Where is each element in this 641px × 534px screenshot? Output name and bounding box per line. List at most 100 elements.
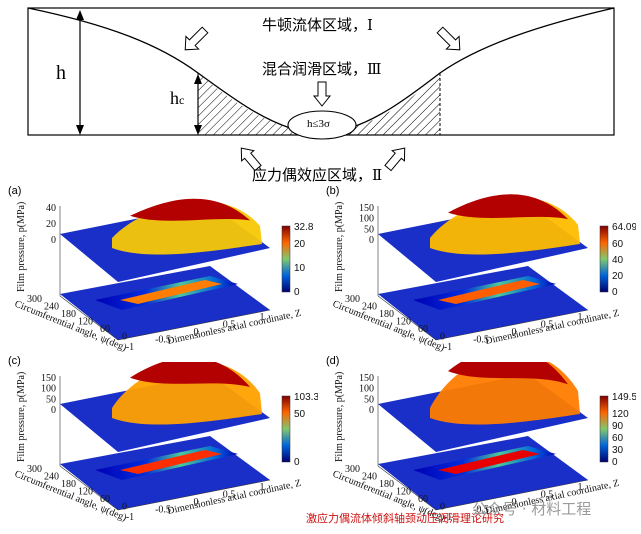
y-tick-label: 240 (44, 302, 59, 313)
z-axis-label: Film pressure, p(MPa) (334, 202, 345, 292)
colorbar-tick-label: 0 (612, 457, 618, 468)
z-tick-label: 150 (359, 373, 374, 384)
x-tick-label: 0.5 (541, 320, 554, 331)
z-tick-label: 100 (359, 384, 374, 395)
pressure-map-core (120, 450, 222, 474)
z-tick-label: 150 (359, 203, 374, 214)
y-tick-label: 120 (78, 487, 93, 498)
x-tick-label: 1 (578, 312, 583, 323)
x-tick-label: -1 (126, 512, 134, 523)
colorbar (599, 225, 609, 293)
pressure-peak (448, 194, 568, 220)
colorbar-tick-label: 60 (612, 239, 624, 250)
colorbar-tick-label: 40 (612, 255, 624, 266)
arrow-top-left (184, 26, 209, 51)
panel-c-tag: (c) (8, 355, 21, 367)
x-tick-label: -0.5 (155, 505, 171, 516)
z-tick-label: 0 (51, 405, 56, 416)
pressure-peak (448, 362, 568, 385)
y-tick-label: 300 (27, 464, 42, 475)
y-tick-label: 120 (78, 317, 93, 328)
y-tick-label: 0 (122, 502, 127, 513)
z-tick-label: 50 (364, 224, 374, 235)
y-tick-label: 180 (379, 309, 394, 320)
region-1-label: 牛顿流体区域，Ⅰ (262, 16, 373, 34)
h-label: h (56, 62, 66, 84)
hc-label-sub: c (179, 93, 185, 107)
y-tick-label: 240 (362, 472, 377, 483)
z-tick-label: 0 (51, 235, 56, 246)
x-tick-label: -0.5 (473, 505, 489, 516)
x-tick-label: 0 (512, 327, 517, 338)
hc-label-main: h (170, 88, 179, 108)
region-2-label: 应力偶效应区域，Ⅱ (252, 166, 383, 184)
z-tick-label: 50 (364, 394, 374, 405)
y-tick-label: 300 (345, 294, 360, 305)
pressure-map-core (120, 280, 222, 304)
x-tick-label: -1 (444, 512, 452, 523)
colorbar-max-label: 32.8 (294, 222, 314, 233)
z-tick-label: 20 (46, 219, 56, 230)
watermark: 公众号 · 材料工程 (472, 500, 592, 518)
arrow-bottom-left (240, 147, 262, 172)
z-tick-label: 40 (46, 203, 56, 214)
x-tick-label: -1 (444, 342, 452, 352)
x-tick-label: 0 (194, 327, 199, 338)
hatch-right (340, 73, 440, 135)
y-tick-label: 60 (418, 324, 428, 335)
colorbar-tick-label: 30 (612, 445, 624, 456)
x-tick-label: 1 (578, 482, 583, 493)
contact-zone (287, 110, 357, 140)
hatch-left (198, 73, 300, 135)
arrow-down (312, 81, 332, 107)
colorbar-tick-label: 20 (612, 271, 624, 282)
colorbar (281, 225, 291, 293)
x-tick-label: 0.5 (223, 320, 236, 331)
colorbar-tick-label: 120 (612, 409, 629, 420)
lubrication-schematic (27, 7, 615, 172)
z-axis-label: Film pressure, p(MPa) (16, 202, 27, 292)
panel-b-tag: (b) (326, 185, 340, 197)
y-tick-label: 240 (362, 302, 377, 313)
pressure-map-core (438, 280, 540, 304)
y-tick-label: 300 (345, 464, 360, 475)
hc-label: hc (170, 88, 184, 109)
x-tick-label: 1 (260, 312, 265, 323)
y-tick-label: 0 (440, 332, 445, 343)
z-tick-label: 150 (41, 373, 56, 384)
y-tick-label: 120 (396, 487, 411, 498)
y-tick-label: 0 (122, 332, 127, 343)
z-tick-label: 50 (46, 394, 56, 405)
z-tick-label: 0 (369, 235, 374, 246)
colorbar-tick-label: 50 (294, 409, 306, 420)
y-tick-label: 180 (61, 479, 76, 490)
contact-label: h≤3σ (307, 118, 330, 130)
y-tick-label: 60 (100, 494, 110, 505)
y-tick-label: 0 (440, 502, 445, 513)
y-tick-label: 300 (27, 294, 42, 305)
region-3-label: 混合润滑区域，Ⅲ (262, 60, 382, 78)
colorbar-tick-label: 0 (612, 287, 618, 298)
colorbar-max-label: 149.5 (612, 392, 636, 403)
y-tick-label: 240 (44, 472, 59, 483)
colorbar-tick-label: 90 (612, 421, 624, 432)
colorbar-tick-label: 20 (294, 239, 306, 250)
x-tick-label: 0.5 (541, 490, 554, 501)
figure-caption: 激应力偶流体倾斜轴颈动压润滑理论研究 (306, 512, 504, 525)
pressure-peak (130, 362, 250, 388)
colorbar (599, 395, 609, 463)
z-tick-label: 0 (369, 405, 374, 416)
colorbar-tick-label: 0 (294, 287, 300, 298)
x-tick-label: 0.5 (223, 490, 236, 501)
y-tick-label: 120 (396, 317, 411, 328)
z-tick-label: 100 (359, 214, 374, 225)
panel-d-tag: (d) (326, 355, 340, 367)
x-tick-label: 0 (512, 497, 517, 508)
x-tick-label: -0.5 (155, 335, 171, 346)
y-tick-label: 60 (100, 324, 110, 335)
